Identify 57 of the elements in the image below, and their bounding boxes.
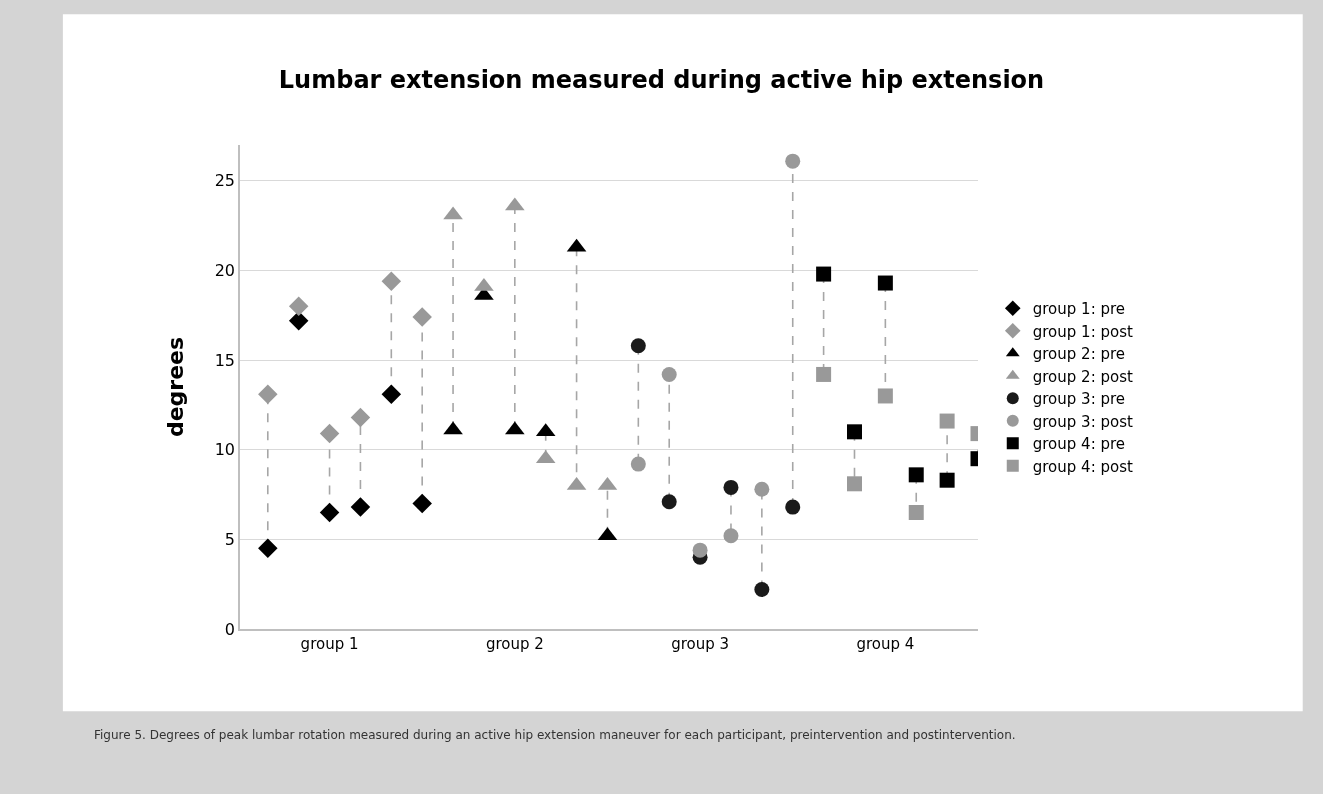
legend-label: group 2: post [1032, 367, 1133, 386]
point [939, 472, 955, 488]
point [908, 467, 924, 483]
point [754, 582, 770, 598]
point [630, 456, 646, 472]
legend-label: group 4: post [1032, 457, 1133, 476]
y-tick-label: 20 [214, 261, 236, 281]
point [661, 366, 677, 382]
point [505, 421, 525, 435]
point [319, 502, 340, 523]
legend-label: group 1: pre [1032, 300, 1126, 319]
point [816, 266, 832, 282]
y-tick-label: 0 [224, 619, 236, 639]
y-tick-label: 25 [214, 171, 236, 191]
point [505, 197, 525, 211]
legend-label: group 3: post [1032, 412, 1133, 431]
x-tick-label: group 1 [300, 634, 359, 653]
point [350, 497, 371, 517]
chart-title: Lumbar extension measured during active hip extension [278, 65, 1045, 94]
point [785, 499, 801, 515]
point [723, 528, 739, 544]
x-tick-label: group 3 [671, 634, 730, 653]
point [381, 384, 402, 404]
point [288, 296, 309, 317]
point [412, 493, 432, 514]
point [319, 423, 340, 444]
point [350, 407, 371, 428]
point [443, 421, 463, 435]
point [258, 538, 278, 559]
point [692, 542, 708, 558]
caption: Figure 5. Degrees of peak lumbar rotation measured during an active hip extension maneuver for each participant, preintervention and postintervention. [94, 728, 1016, 742]
point [443, 206, 463, 220]
point [723, 479, 739, 495]
point [661, 494, 677, 510]
legend-label: group 1: post [1032, 322, 1133, 341]
point [258, 384, 278, 404]
point [877, 275, 893, 291]
legend-label: group 3: pre [1032, 390, 1126, 409]
point [816, 366, 832, 382]
x-tick-label: group 2 [485, 634, 544, 653]
legend-label: group 4: pre [1032, 435, 1126, 454]
point [381, 271, 402, 291]
y-tick-label: 5 [224, 529, 236, 549]
point [877, 388, 893, 404]
point [412, 307, 432, 327]
point [846, 424, 862, 440]
point [846, 476, 862, 492]
point [939, 413, 955, 429]
point [630, 338, 646, 354]
legend-label: group 2: pre [1032, 345, 1126, 364]
point [785, 153, 801, 169]
y-tick-label: 10 [214, 440, 236, 460]
y-axis-title: degrees [162, 336, 188, 438]
point [908, 504, 924, 520]
point [754, 481, 770, 497]
x-tick-label: group 4 [856, 634, 915, 653]
y-tick-label: 15 [214, 350, 236, 370]
